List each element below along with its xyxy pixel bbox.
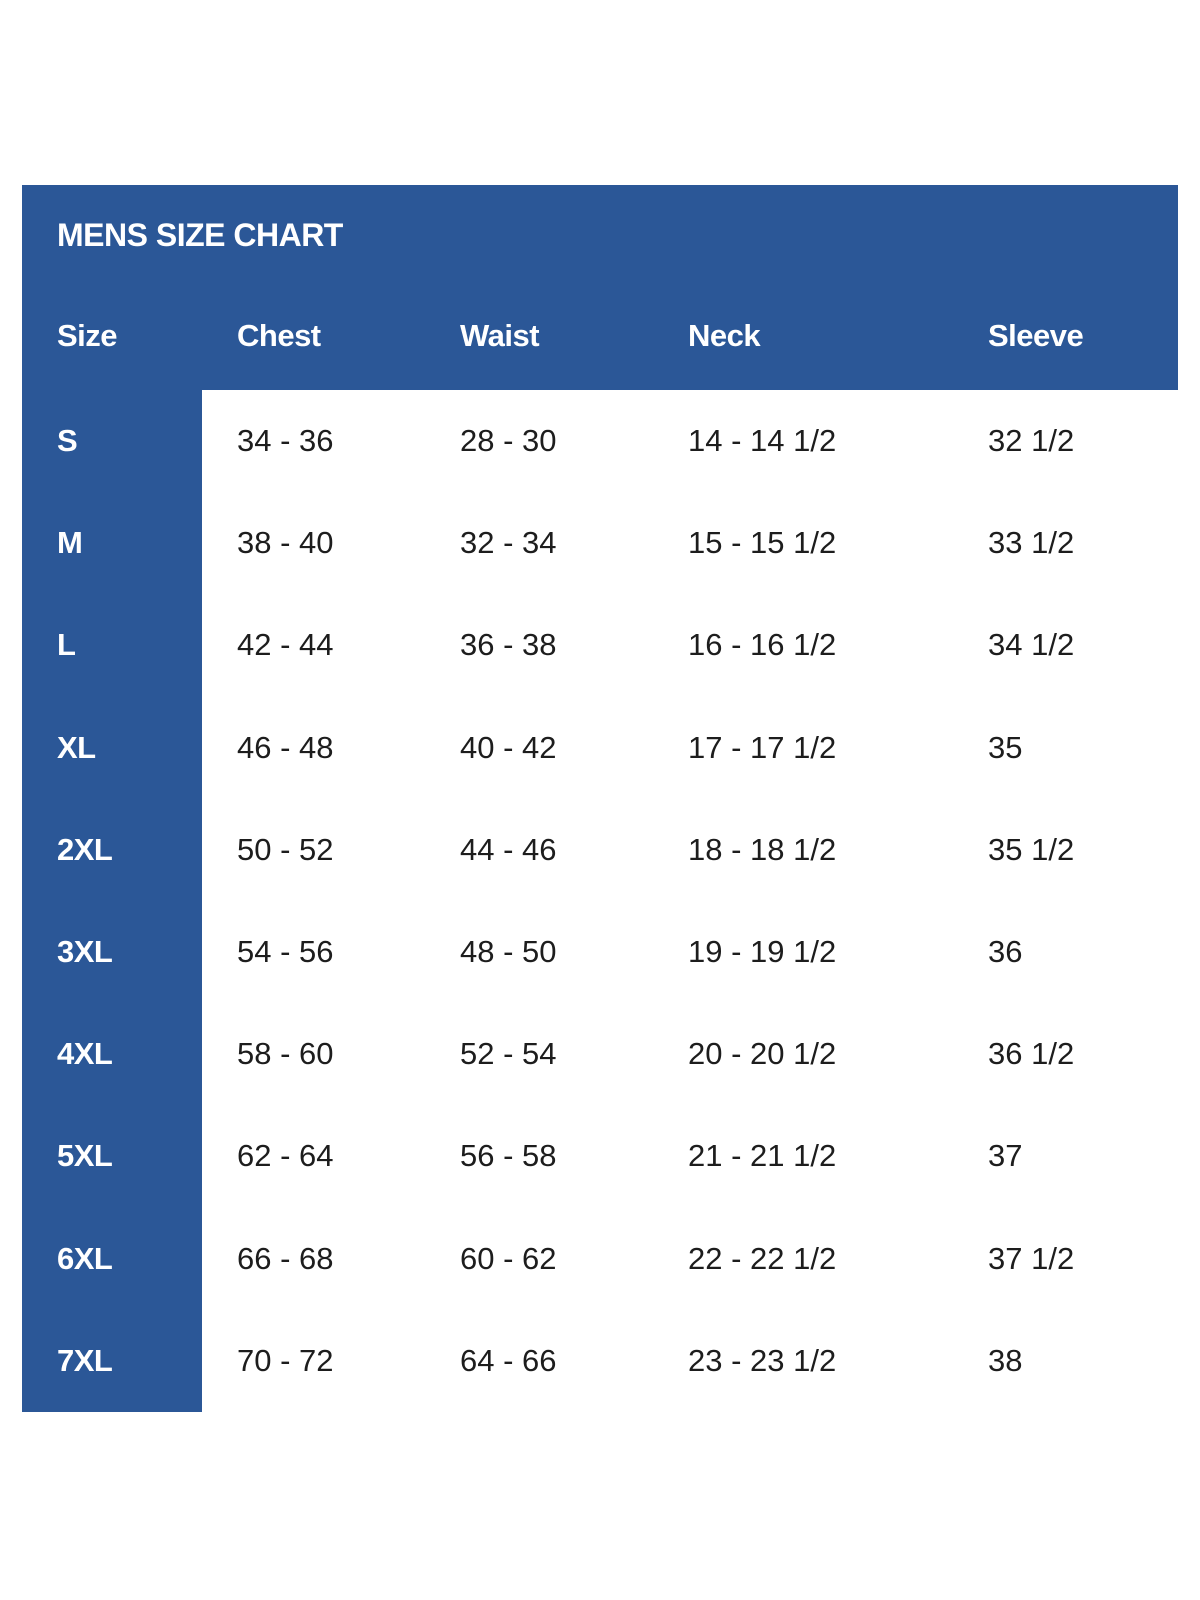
cell-sleeve: 34 1/2	[988, 627, 1075, 663]
size-label: 4XL	[57, 1036, 113, 1072]
column-header-waist: Waist	[460, 318, 540, 353]
cell-neck: 17 - 17 1/2	[688, 729, 837, 765]
cell-sleeve: 33 1/2	[988, 525, 1075, 561]
cell-chest: 54 - 56	[237, 934, 334, 970]
size-label: 6XL	[57, 1240, 113, 1276]
size-label: S	[57, 423, 78, 459]
cell-chest: 62 - 64	[237, 1138, 334, 1174]
table-row: 3XL 54 - 56 48 - 50 19 - 19 1/2 36	[0, 901, 1200, 1003]
table-row: 4XL 58 - 60 52 - 54 20 - 20 1/2 36 1/2	[0, 1003, 1200, 1105]
table-row: L 42 - 44 36 - 38 16 - 16 1/2 34 1/2	[0, 594, 1200, 696]
size-label: 7XL	[57, 1342, 113, 1378]
cell-neck: 23 - 23 1/2	[688, 1342, 837, 1378]
column-header-row: Size Chest Waist Neck Sleeve	[0, 318, 1200, 354]
cell-sleeve: 36	[988, 934, 1023, 970]
cell-sleeve: 36 1/2	[988, 1036, 1075, 1072]
cell-chest: 70 - 72	[237, 1342, 334, 1378]
cell-chest: 50 - 52	[237, 831, 334, 867]
table-row: XL 46 - 48 40 - 42 17 - 17 1/2 35	[0, 697, 1200, 799]
cell-waist: 48 - 50	[460, 934, 557, 970]
cell-waist: 60 - 62	[460, 1240, 557, 1276]
size-column-panel	[22, 390, 202, 1412]
size-label: 2XL	[57, 831, 113, 867]
cell-waist: 52 - 54	[460, 1036, 557, 1072]
cell-waist: 56 - 58	[460, 1138, 557, 1174]
column-header-neck: Neck	[688, 318, 761, 353]
column-header-chest: Chest	[237, 318, 321, 353]
cell-chest: 42 - 44	[237, 627, 334, 663]
cell-chest: 58 - 60	[237, 1036, 334, 1072]
cell-sleeve: 37 1/2	[988, 1240, 1075, 1276]
cell-waist: 64 - 66	[460, 1342, 557, 1378]
cell-neck: 18 - 18 1/2	[688, 831, 837, 867]
cell-neck: 16 - 16 1/2	[688, 627, 837, 663]
column-header-size: Size	[57, 318, 118, 353]
cell-neck: 14 - 14 1/2	[688, 423, 837, 459]
cell-sleeve: 38	[988, 1342, 1023, 1378]
size-label: M	[57, 525, 83, 561]
table-row: M 38 - 40 32 - 34 15 - 15 1/2 33 1/2	[0, 492, 1200, 594]
size-label: 5XL	[57, 1138, 113, 1174]
table-row: 5XL 62 - 64 56 - 58 21 - 21 1/2 37	[0, 1105, 1200, 1207]
cell-sleeve: 35 1/2	[988, 831, 1075, 867]
cell-sleeve: 32 1/2	[988, 423, 1075, 459]
cell-waist: 36 - 38	[460, 627, 557, 663]
size-label: 3XL	[57, 934, 113, 970]
size-label: L	[57, 627, 76, 663]
cell-sleeve: 37	[988, 1138, 1023, 1174]
cell-chest: 34 - 36	[237, 423, 334, 459]
cell-neck: 15 - 15 1/2	[688, 525, 837, 561]
cell-neck: 21 - 21 1/2	[688, 1138, 837, 1174]
cell-waist: 40 - 42	[460, 729, 557, 765]
page-title: MENS SIZE CHART	[57, 217, 343, 253]
cell-chest: 38 - 40	[237, 525, 334, 561]
table-row: 7XL 70 - 72 64 - 66 23 - 23 1/2 38	[0, 1310, 1200, 1412]
cell-neck: 22 - 22 1/2	[688, 1240, 837, 1276]
cell-neck: 19 - 19 1/2	[688, 934, 837, 970]
table-row: 2XL 50 - 52 44 - 46 18 - 18 1/2 35 1/2	[0, 799, 1200, 901]
chart-header-panel	[22, 185, 1178, 390]
cell-chest: 66 - 68	[237, 1240, 334, 1276]
cell-neck: 20 - 20 1/2	[688, 1036, 837, 1072]
cell-waist: 32 - 34	[460, 525, 557, 561]
cell-waist: 44 - 46	[460, 831, 557, 867]
column-header-sleeve: Sleeve	[988, 318, 1084, 353]
cell-sleeve: 35	[988, 729, 1023, 765]
size-label: XL	[57, 729, 96, 765]
table-row: S 34 - 36 28 - 30 14 - 14 1/2 32 1/2	[0, 390, 1200, 492]
table-row: 6XL 66 - 68 60 - 62 22 - 22 1/2 37 1/2	[0, 1208, 1200, 1310]
cell-waist: 28 - 30	[460, 423, 557, 459]
cell-chest: 46 - 48	[237, 729, 334, 765]
